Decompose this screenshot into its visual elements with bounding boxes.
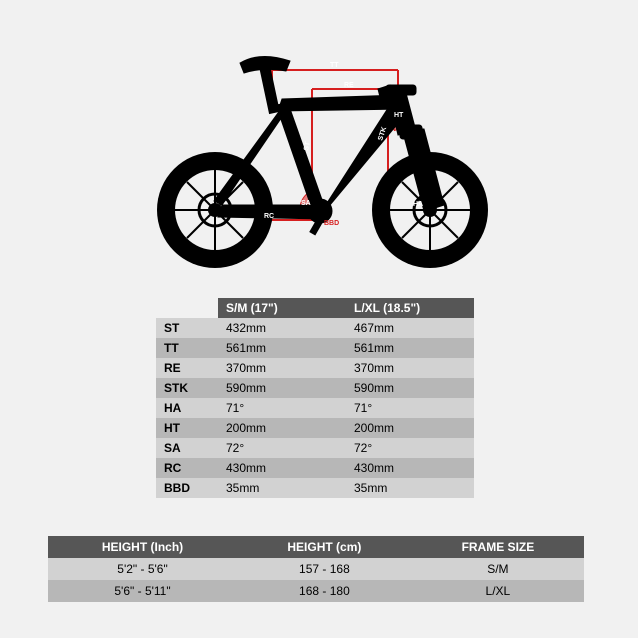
svg-text:BBD: BBD <box>324 220 339 227</box>
table-row: HT 200mm 200mm <box>156 418 474 438</box>
row-label: RC <box>156 458 218 478</box>
svg-text:RE: RE <box>344 82 354 89</box>
cell: 71° <box>346 398 474 418</box>
cell: 72° <box>218 438 346 458</box>
cell: 157 - 168 <box>237 558 412 580</box>
col-height-cm: HEIGHT (cm) <box>237 536 412 558</box>
cell: 168 - 180 <box>237 580 412 602</box>
cell: 35mm <box>346 478 474 498</box>
row-label: SA <box>156 438 218 458</box>
table-row: RE 370mm 370mm <box>156 358 474 378</box>
svg-text:TT: TT <box>330 62 339 69</box>
cell: 590mm <box>218 378 346 398</box>
geometry-table: S/M (17") L/XL (18.5") ST 432mm 467mm TT… <box>156 298 474 498</box>
col-sm: S/M (17") <box>218 298 346 318</box>
table-row: ST 432mm 467mm <box>156 318 474 338</box>
cell: 5'2" - 5'6" <box>48 558 237 580</box>
cell: 561mm <box>218 338 346 358</box>
svg-text:ST: ST <box>303 141 312 152</box>
cell: 370mm <box>218 358 346 378</box>
svg-text:HA: HA <box>413 201 423 208</box>
cell: 5'6" - 5'11" <box>48 580 237 602</box>
table-row: 5'2" - 5'6" 157 - 168 S/M <box>48 558 584 580</box>
svg-text:RC: RC <box>264 213 274 220</box>
cell: 430mm <box>346 458 474 478</box>
table-row: TT 561mm 561mm <box>156 338 474 358</box>
table-row: 5'6" - 5'11" 168 - 180 L/XL <box>48 580 584 602</box>
cell: 432mm <box>218 318 346 338</box>
table-header-row: S/M (17") L/XL (18.5") <box>156 298 474 318</box>
svg-text:SA: SA <box>301 200 311 207</box>
table-row: HA 71° 71° <box>156 398 474 418</box>
cell: 72° <box>346 438 474 458</box>
col-lxl: L/XL (18.5") <box>346 298 474 318</box>
row-label: RE <box>156 358 218 378</box>
col-blank <box>156 298 218 318</box>
cell: 200mm <box>346 418 474 438</box>
row-label: TT <box>156 338 218 358</box>
sizing-table: HEIGHT (Inch) HEIGHT (cm) FRAME SIZE 5'2… <box>48 536 584 602</box>
col-height-inch: HEIGHT (Inch) <box>48 536 237 558</box>
table-row: STK 590mm 590mm <box>156 378 474 398</box>
row-label: BBD <box>156 478 218 498</box>
cell: S/M <box>412 558 584 580</box>
row-label: ST <box>156 318 218 338</box>
cell: 71° <box>218 398 346 418</box>
cell: 467mm <box>346 318 474 338</box>
cell: L/XL <box>412 580 584 602</box>
table-row: BBD 35mm 35mm <box>156 478 474 498</box>
row-label: HT <box>156 418 218 438</box>
bike-svg: TT RE STK ST SA HT HA RC BBD <box>130 45 500 275</box>
cell: 35mm <box>218 478 346 498</box>
row-label: STK <box>156 378 218 398</box>
table-header-row: HEIGHT (Inch) HEIGHT (cm) FRAME SIZE <box>48 536 584 558</box>
table-row: SA 72° 72° <box>156 438 474 458</box>
cell: 200mm <box>218 418 346 438</box>
col-frame-size: FRAME SIZE <box>412 536 584 558</box>
row-label: HA <box>156 398 218 418</box>
cell: 590mm <box>346 378 474 398</box>
cell: 430mm <box>218 458 346 478</box>
cell: 561mm <box>346 338 474 358</box>
table-row: RC 430mm 430mm <box>156 458 474 478</box>
svg-text:HT: HT <box>394 112 404 119</box>
bike-geometry-diagram: TT RE STK ST SA HT HA RC BBD <box>130 45 500 275</box>
cell: 370mm <box>346 358 474 378</box>
